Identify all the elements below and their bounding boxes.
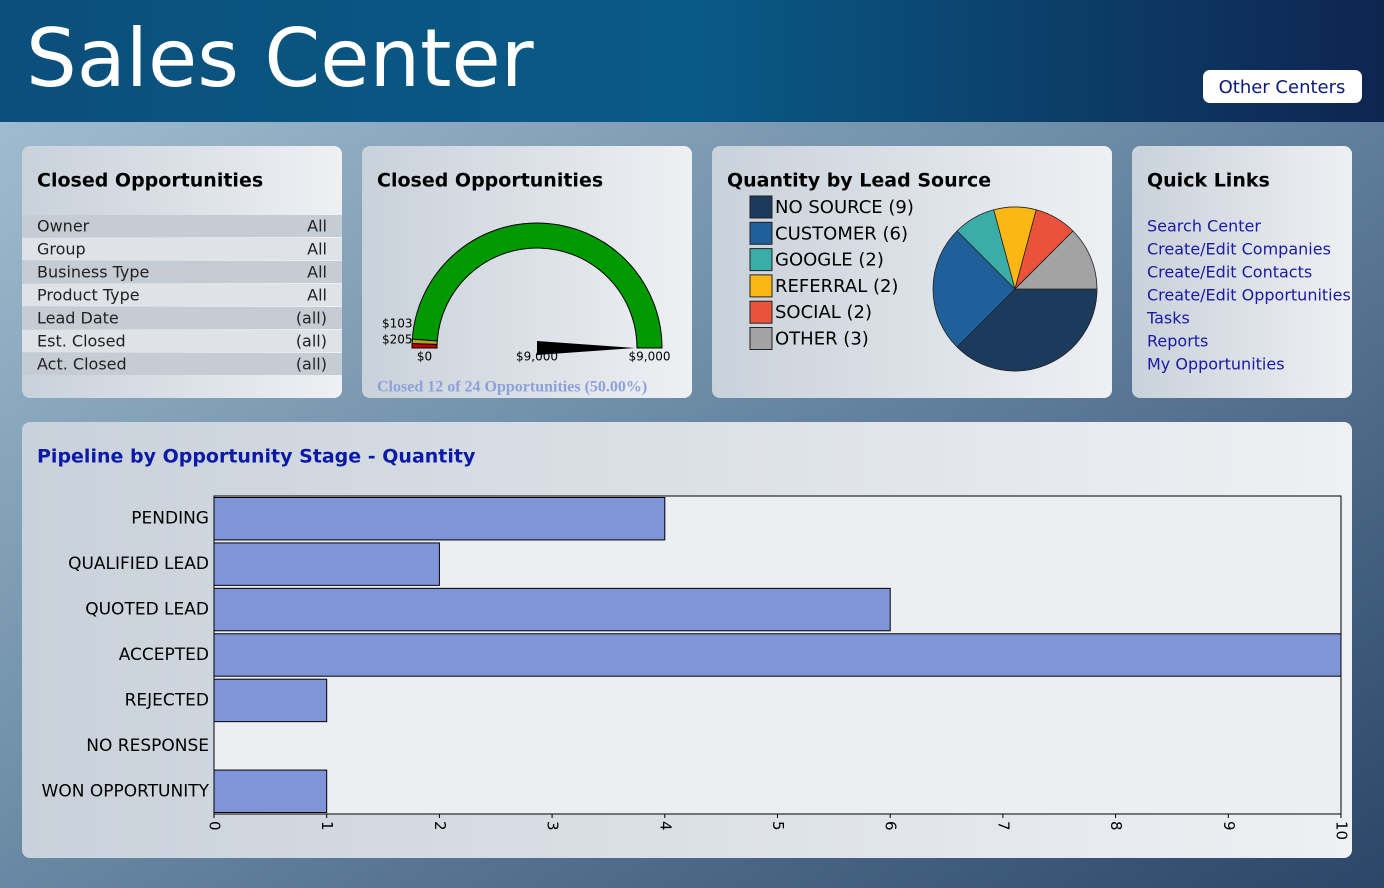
panel-title: Quick Links <box>1147 170 1270 192</box>
bar <box>213 497 666 541</box>
x-tick-label: 5 <box>769 821 787 831</box>
filter-row <box>22 284 342 306</box>
filter-label: Lead Date <box>37 309 119 328</box>
x-tick-label: 8 <box>1107 821 1125 831</box>
legend-label: OTHER (3) <box>775 329 869 350</box>
filter-value: (all) <box>296 309 327 328</box>
filter-row <box>22 261 342 283</box>
legend-label: SOCIAL (2) <box>775 302 872 323</box>
other-centers-button[interactable] <box>1203 70 1362 103</box>
gauge-value-label: $9,000 <box>516 350 558 364</box>
x-tick-label: 3 <box>544 821 562 831</box>
filter-label: Est. Closed <box>37 332 126 351</box>
filter-label: Act. Closed <box>37 355 127 374</box>
x-tick-label: 1 <box>318 821 336 831</box>
filter-label: Business Type <box>37 263 149 282</box>
bar <box>213 587 891 632</box>
panel <box>1132 146 1352 398</box>
legend-label: NO SOURCE (9) <box>775 197 914 218</box>
gauge-tick-label: $0 <box>417 350 432 364</box>
y-tick-label: WON OPPORTUNITY <box>42 781 210 801</box>
quick-link[interactable]: My Opportunities <box>1147 355 1285 374</box>
panel-title: Pipeline by Opportunity Stage - Quantity <box>37 446 476 468</box>
filter-value: All <box>307 240 327 259</box>
gauge-tick-label: $103 <box>382 317 413 331</box>
legend-swatch <box>749 300 773 324</box>
legend-label: CUSTOMER (6) <box>775 223 908 244</box>
bar <box>213 633 1342 677</box>
y-tick-label: ACCEPTED <box>119 645 209 665</box>
x-tick-label: 0 <box>206 821 224 831</box>
legend-swatch <box>749 195 773 219</box>
y-tick-label: QUALIFIED LEAD <box>68 554 209 574</box>
gauge-band <box>411 222 663 349</box>
gauge-needle <box>537 341 635 355</box>
filter-row <box>22 238 342 260</box>
gauge-tick-label: $9,000 <box>629 350 671 364</box>
pie-slice <box>932 230 1016 348</box>
panel <box>362 146 692 398</box>
x-tick-label: 7 <box>994 821 1012 831</box>
legend-label: REFERRAL (2) <box>775 276 898 297</box>
bar <box>213 678 328 723</box>
panel-title: Quantity by Lead Source <box>727 170 991 192</box>
quick-link[interactable]: Tasks <box>1146 309 1190 328</box>
filter-row <box>22 307 342 329</box>
legend-swatch <box>749 327 773 350</box>
button-label[interactable]: Other Centers <box>1219 77 1346 98</box>
filter-row <box>22 353 342 375</box>
page-title: Sales Center <box>26 12 534 105</box>
legend-label: GOOGLE (2) <box>775 250 884 271</box>
filter-label: Owner <box>37 217 90 236</box>
quick-link[interactable]: Create/Edit Opportunities <box>1147 286 1351 305</box>
quick-link[interactable]: Search Center <box>1147 217 1261 236</box>
gauge-tick-label: $205 <box>382 333 413 347</box>
x-tick-label: 10 <box>1333 821 1351 840</box>
filter-value: All <box>307 217 327 236</box>
quick-link[interactable]: Create/Edit Contacts <box>1147 263 1312 282</box>
filter-row <box>22 330 342 352</box>
filter-value: (all) <box>296 332 327 351</box>
x-tick-label: 6 <box>882 821 900 831</box>
gauge-footer: Closed 12 of 24 Opportunities (50.00%) <box>377 379 647 396</box>
filter-label: Group <box>37 240 86 259</box>
filter-label: Product Type <box>37 286 140 305</box>
legend-swatch <box>749 248 773 272</box>
y-tick-label: PENDING <box>131 509 209 529</box>
quick-link[interactable]: Reports <box>1147 332 1208 351</box>
x-tick-label: 9 <box>1220 821 1238 831</box>
x-tick-label: 2 <box>431 821 449 831</box>
filter-row <box>22 215 342 237</box>
header <box>0 0 1384 122</box>
panel-title: Closed Opportunities <box>37 170 263 192</box>
pie-slice <box>1014 230 1098 290</box>
y-tick-label: REJECTED <box>125 690 209 710</box>
panel-title: Closed Opportunities <box>377 170 603 192</box>
bar <box>213 769 328 813</box>
filter-value: All <box>307 263 327 282</box>
legend-swatch <box>749 274 773 298</box>
filter-value: (all) <box>296 355 327 374</box>
pie-slice <box>956 288 1098 372</box>
legend-swatch <box>749 221 773 245</box>
filter-value: All <box>307 286 327 305</box>
y-tick-label: QUOTED LEAD <box>85 600 209 620</box>
x-tick-label: 4 <box>656 821 674 831</box>
quick-link[interactable]: Create/Edit Companies <box>1147 240 1331 259</box>
bar <box>213 542 440 586</box>
y-tick-label: NO RESPONSE <box>86 736 209 756</box>
